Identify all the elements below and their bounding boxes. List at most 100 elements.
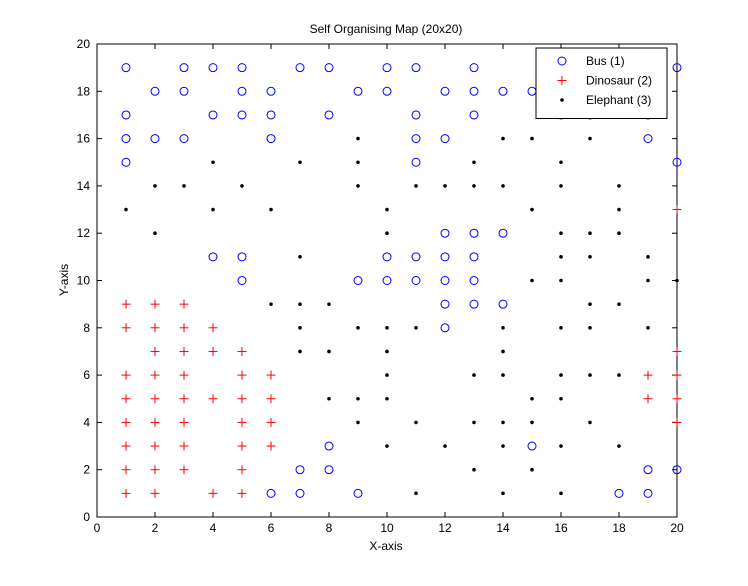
- data-point: [150, 134, 160, 144]
- data-point: [472, 160, 476, 165]
- data-point: [121, 323, 131, 333]
- data-point: [646, 278, 650, 283]
- data-point: [469, 86, 479, 96]
- data-point: [672, 370, 682, 380]
- data-point: [617, 373, 621, 377]
- data-point: [382, 63, 392, 73]
- data-point: [327, 302, 331, 306]
- data-point: [411, 134, 421, 144]
- data-point: [324, 441, 334, 451]
- data-point: [672, 157, 682, 167]
- data-point: [237, 63, 247, 73]
- data-point: [150, 441, 160, 451]
- data-point: [411, 157, 421, 167]
- data-point: [356, 160, 360, 165]
- data-point: [414, 420, 418, 425]
- series-1: [121, 63, 682, 498]
- y-tick-label: 10: [77, 274, 91, 288]
- data-point: [266, 134, 276, 144]
- data-point: [179, 134, 189, 144]
- data-point: [211, 160, 215, 165]
- data-point: [559, 373, 563, 377]
- data-point: [237, 417, 247, 427]
- data-point: [121, 110, 131, 120]
- data-point: [121, 299, 131, 309]
- x-axis-label: X-axis: [369, 539, 402, 553]
- x-tick-label: 10: [380, 521, 394, 535]
- data-point: [614, 488, 624, 498]
- data-point: [414, 184, 418, 188]
- axes: 0 2 4 6 8 10 12 14 16 18 20 0 2 4 6 8 10 12 14 16 18 20: [77, 37, 684, 535]
- legend-label: Dinosaur (2): [586, 74, 652, 88]
- data-point: [179, 417, 189, 427]
- data-point: [411, 252, 421, 262]
- x-tick-label: 0: [94, 521, 101, 535]
- data-point: [298, 349, 302, 354]
- data-point: [237, 441, 247, 451]
- data-point: [295, 488, 305, 498]
- data-point: [385, 326, 389, 330]
- data-point: [179, 465, 189, 475]
- data-point: [530, 207, 534, 212]
- data-point: [266, 488, 276, 498]
- data-point: [208, 252, 218, 262]
- legend-marker: [557, 76, 567, 85]
- data-point: [672, 63, 682, 73]
- data-point: [559, 255, 563, 259]
- data-point: [266, 417, 276, 427]
- data-point: [237, 488, 247, 498]
- y-tick-label: 18: [77, 84, 91, 98]
- data-point: [440, 276, 450, 285]
- data-point: [208, 488, 218, 498]
- series-2: [121, 205, 682, 498]
- data-point: [266, 86, 276, 96]
- x-tick-label: 16: [554, 521, 568, 535]
- data-point: [298, 302, 302, 306]
- data-points: [121, 63, 682, 498]
- data-point: [617, 184, 621, 188]
- x-tick-label: 8: [326, 521, 333, 535]
- data-point: [501, 136, 505, 141]
- data-point: [588, 302, 592, 306]
- data-point: [150, 346, 160, 356]
- data-point: [382, 276, 392, 285]
- data-point: [498, 299, 508, 309]
- data-point: [356, 184, 360, 188]
- data-point: [208, 63, 218, 73]
- data-point: [617, 231, 621, 235]
- data-point: [237, 370, 247, 380]
- data-point: [414, 491, 418, 496]
- data-point: [469, 63, 479, 73]
- data-point: [266, 110, 276, 120]
- data-point: [440, 252, 450, 262]
- x-tick-label: 20: [670, 521, 684, 535]
- data-point: [179, 370, 189, 380]
- y-tick-label: 20: [77, 37, 91, 51]
- data-point: [527, 441, 537, 451]
- data-point: [150, 86, 160, 96]
- legend-marker: [557, 56, 567, 66]
- data-point: [501, 184, 505, 188]
- data-point: [385, 349, 389, 354]
- data-point: [588, 420, 592, 425]
- x-tick-label: 2: [152, 521, 159, 535]
- data-point: [121, 134, 131, 144]
- data-point: [469, 110, 479, 120]
- data-point: [501, 444, 505, 448]
- data-point: [208, 110, 218, 120]
- legend-label: Elephant (3): [586, 93, 651, 107]
- data-point: [237, 465, 247, 475]
- data-point: [559, 160, 563, 165]
- data-point: [530, 396, 534, 401]
- data-point: [440, 323, 450, 333]
- data-point: [266, 394, 276, 404]
- legend-label: Bus (1): [586, 54, 625, 68]
- data-point: [179, 86, 189, 96]
- data-point: [179, 441, 189, 451]
- data-point: [443, 444, 447, 448]
- data-point: [643, 394, 653, 404]
- data-point: [469, 299, 479, 309]
- x-tick-label: 14: [496, 521, 510, 535]
